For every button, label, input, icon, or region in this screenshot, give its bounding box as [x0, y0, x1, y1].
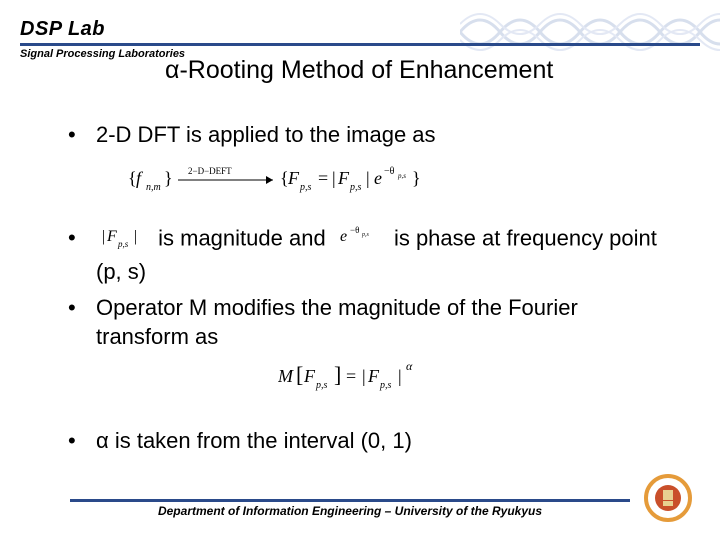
slide-header: DSP Lab Signal Processing Laboratories	[20, 18, 700, 60]
svg-text:−θ: −θ	[384, 166, 395, 177]
bullet-item: • Operator M modifies the magnitude of t…	[68, 293, 670, 352]
slide-content: • 2-D DFT is applied to the image as { f…	[68, 120, 670, 462]
svg-text:F: F	[287, 168, 300, 188]
svg-text:e: e	[374, 168, 382, 188]
svg-text:−θ: −θ	[350, 225, 359, 235]
svg-text:[: [	[296, 362, 303, 387]
footer-rule	[70, 499, 630, 502]
svg-text:2−D−DEFT: 2−D−DEFT	[188, 166, 232, 176]
svg-text:e: e	[340, 228, 347, 245]
svg-text:F: F	[367, 366, 380, 386]
svg-text:f: f	[136, 168, 144, 188]
svg-text:p,s: p,s	[349, 182, 362, 193]
svg-text:}: }	[164, 168, 173, 188]
svg-text:F: F	[303, 366, 316, 386]
bullet-item: • | F p,s | is magnitude and e −θ p,s is…	[68, 223, 670, 286]
bullet-text: α is taken from the interval (0, 1)	[96, 426, 670, 456]
svg-text:p,s: p,s	[315, 380, 328, 391]
svg-text:M: M	[278, 366, 294, 386]
bullet-marker: •	[68, 120, 96, 150]
bullet-marker: •	[68, 293, 96, 352]
footer-text: Department of Information Engineering – …	[70, 504, 630, 518]
equation-phase-inline: e −θ p,s	[338, 223, 382, 257]
svg-text:F: F	[106, 228, 117, 245]
slide-title: α-Rooting Method of Enhancement	[165, 56, 553, 85]
bullet-marker: •	[68, 426, 96, 456]
bullet-item: • α is taken from the interval (0, 1)	[68, 426, 670, 456]
svg-text:=: =	[346, 366, 356, 386]
header-rule	[20, 43, 700, 46]
equation-operator: M [ F p,s ] = | F p,s | α	[278, 358, 670, 402]
svg-text:|: |	[366, 168, 370, 188]
svg-text:n,m: n,m	[146, 182, 161, 193]
svg-text:}: }	[412, 168, 421, 188]
svg-text:p,s: p,s	[299, 182, 312, 193]
bullet-text: Operator M modifies the magnitude of the…	[96, 293, 670, 352]
svg-text:|: |	[102, 228, 105, 245]
bullet-marker: •	[68, 223, 96, 286]
lab-name: DSP Lab	[20, 18, 700, 41]
university-logo-icon	[644, 474, 692, 522]
bullet-text-fragment: is magnitude and	[158, 226, 326, 251]
svg-text:p,s: p,s	[117, 239, 129, 249]
bullet-item: • 2-D DFT is applied to the image as	[68, 120, 670, 150]
equation-magnitude-inline: | F p,s |	[102, 223, 146, 257]
svg-text:p,s: p,s	[397, 172, 406, 180]
svg-text:F: F	[337, 168, 350, 188]
bullet-text: 2-D DFT is applied to the image as	[96, 120, 670, 150]
bullet-text: | F p,s | is magnitude and e −θ p,s is p…	[96, 223, 670, 286]
svg-text:|: |	[134, 228, 137, 245]
svg-text:=: =	[318, 168, 328, 188]
svg-text:]: ]	[334, 362, 341, 387]
svg-text:|: |	[398, 366, 402, 386]
equation-dft: { f n,m } 2−D−DEFT { F p,s = | F p,s | e…	[128, 158, 670, 206]
svg-text:p,s: p,s	[379, 380, 392, 391]
slide-footer: Department of Information Engineering – …	[20, 499, 700, 518]
svg-text:α: α	[406, 359, 413, 373]
svg-text:|: |	[362, 366, 366, 386]
svg-text:p,s: p,s	[361, 232, 370, 238]
svg-text:|: |	[332, 168, 336, 188]
